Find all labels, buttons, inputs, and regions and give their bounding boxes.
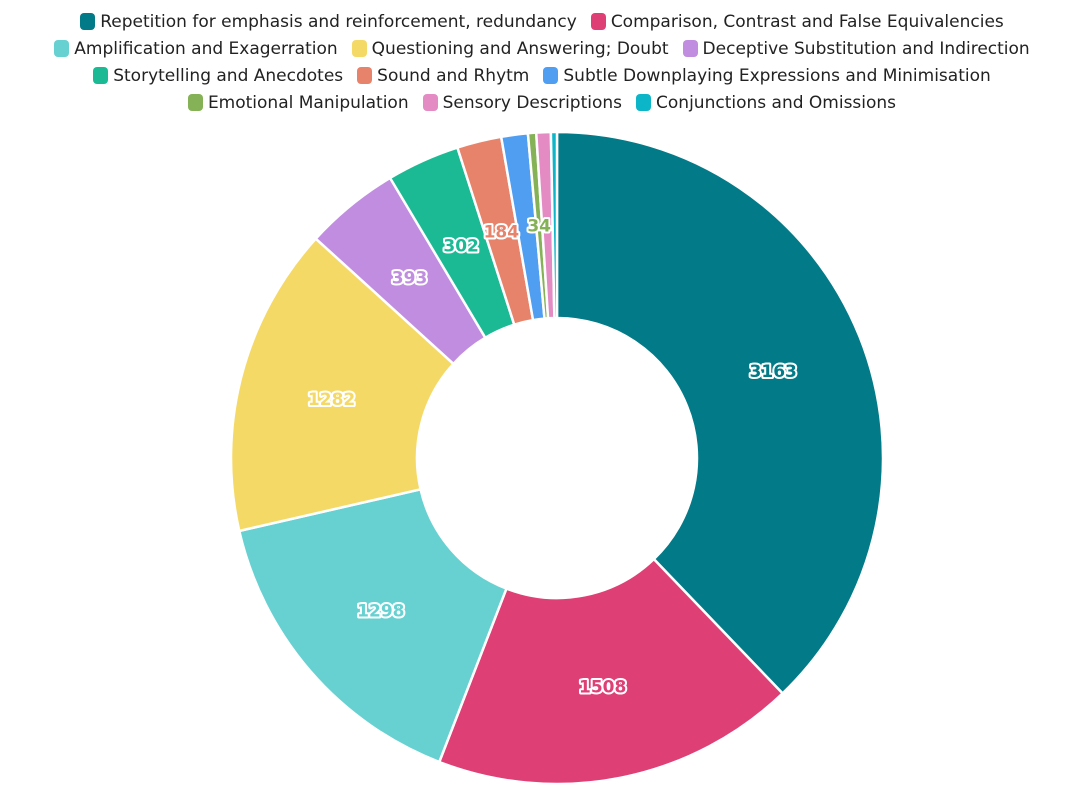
legend-item-storytelling: Storytelling and Anecdotes — [93, 66, 343, 86]
donut-slices — [229, 130, 885, 785]
legend-label: Storytelling and Anecdotes — [113, 65, 344, 86]
legend-swatch — [543, 67, 559, 84]
legend-swatch — [54, 40, 70, 57]
donut-slice — [229, 236, 456, 533]
legend-swatch — [590, 13, 606, 30]
legend-label: Sensory Descriptions — [442, 92, 623, 113]
slice-value-label: 3163 — [750, 362, 797, 382]
legend-item-sound: Sound and Rhytm — [357, 66, 529, 86]
legend-swatch — [682, 40, 698, 57]
legend-swatch — [80, 13, 96, 30]
legend-swatch — [636, 94, 652, 111]
legend-row: Storytelling and Anecdotes Sound and Rhy… — [0, 62, 1084, 89]
legend-row: Amplification and Exagerration Questioni… — [0, 35, 1084, 62]
donut-slice — [437, 557, 785, 785]
legend-swatch — [93, 67, 109, 84]
slice-value-label: 393 — [392, 269, 428, 289]
slice-value-label: 184 — [484, 223, 520, 243]
legend-label: Emotional Manipulation — [207, 92, 409, 113]
chart-legend: Repetition for emphasis and reinforcemen… — [0, 8, 1084, 116]
legend-item-comparison: Comparison, Contrast and False Equivalen… — [590, 11, 1004, 32]
legend-item-conjunctions: Conjunctions and Omissions — [636, 93, 896, 113]
donut-slice — [237, 487, 509, 764]
legend-swatch — [357, 67, 373, 84]
legend-row: Emotional Manipulation Sensory Descripti… — [0, 89, 1084, 116]
legend-label: Amplification and Exagerration — [74, 38, 338, 59]
legend-item-questioning: Questioning and Answering; Doubt — [351, 38, 669, 59]
slice-value-label: 302 — [443, 237, 479, 257]
legend-item-emotional: Emotional Manipulation — [187, 92, 409, 113]
legend-swatch — [187, 94, 203, 111]
legend-label: Comparison, Contrast and False Equivalen… — [610, 11, 1004, 32]
legend-swatch — [422, 94, 438, 111]
slice-value-label: 1282 — [308, 390, 355, 410]
legend-row: Repetition for emphasis and reinforcemen… — [0, 8, 1084, 35]
legend-item-amplification: Amplification and Exagerration — [54, 38, 338, 59]
legend-label: Questioning and Answering; Doubt — [371, 38, 669, 59]
slice-value-label: 1508 — [579, 677, 626, 697]
legend-swatch — [351, 40, 367, 57]
legend-label: Deceptive Substitution and Indirection — [702, 38, 1030, 59]
donut-slice — [549, 130, 559, 320]
legend-item-downplaying: Subtle Downplaying Expressions and Minim… — [543, 65, 991, 86]
donut-slice — [555, 130, 885, 696]
slice-value-label: 1298 — [357, 601, 404, 621]
legend-label: Conjunctions and Omissions — [656, 92, 897, 113]
legend-label: Repetition for emphasis and reinforcemen… — [100, 11, 577, 32]
legend-item-repetition: Repetition for emphasis and reinforcemen… — [80, 12, 577, 32]
slice-value-label: 34 — [527, 217, 551, 237]
legend-label: Subtle Downplaying Expressions and Minim… — [563, 65, 991, 86]
legend-label: Sound and Rhytm — [377, 65, 530, 86]
legend-item-sensory: Sensory Descriptions — [422, 92, 623, 113]
legend-item-deceptive: Deceptive Substitution and Indirection — [682, 38, 1030, 59]
